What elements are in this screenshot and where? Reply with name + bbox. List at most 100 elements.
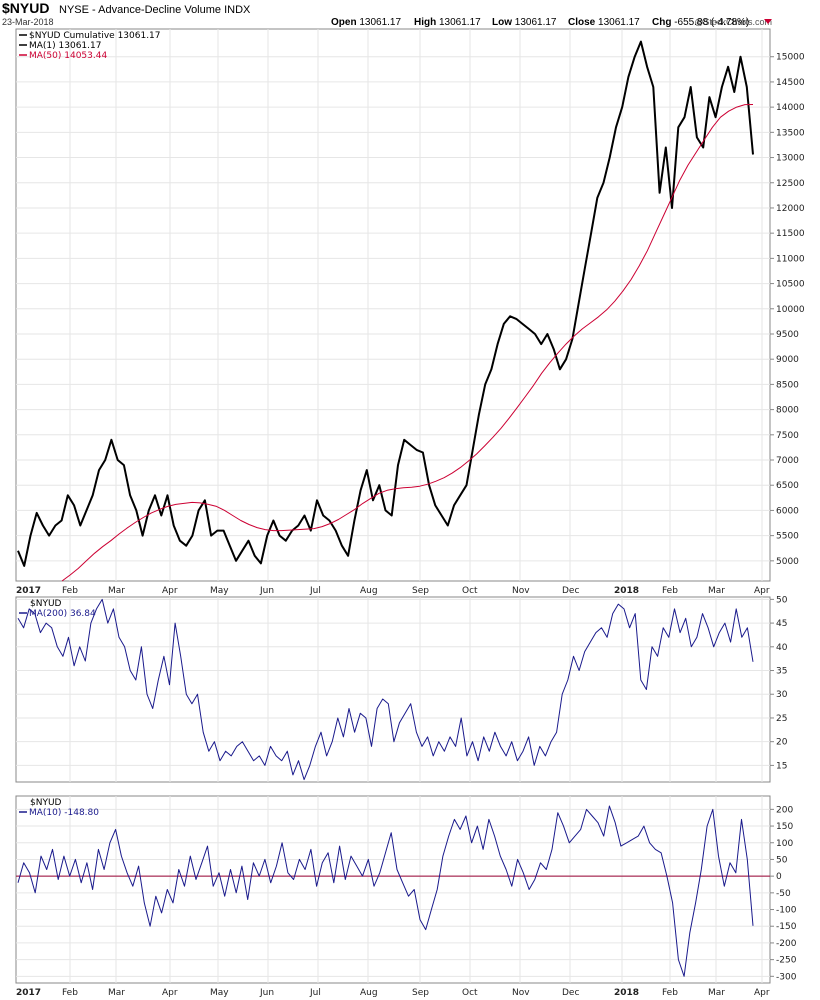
main-ytick-label: 15000 [776, 53, 805, 63]
bottom-panel-frame [15, 795, 771, 984]
bottom-xtick-label: Apr [754, 988, 770, 998]
middle-ytick-label: 25 [776, 714, 787, 724]
series-ma-10- [17, 805, 754, 977]
main-xtick-label: Jun [259, 586, 274, 596]
main-ytick-label: 5000 [776, 557, 799, 567]
main-ytick-label: 11000 [776, 254, 805, 264]
ohlc-high: High 13061.17 [414, 17, 481, 28]
middle-ytick-label: 30 [776, 690, 788, 700]
symbol-description: NYSE - Advance-Decline Volume INDX [59, 4, 251, 16]
ohlc-low: Low 13061.17 [492, 17, 557, 28]
bottom-ytick-label: 50 [776, 855, 788, 865]
bottom-ytick-label: -100 [776, 906, 797, 916]
main-ytick-label: 14000 [776, 103, 805, 113]
main-ytick-label: 6500 [776, 481, 799, 491]
ohlc-bar: Open 13061.17 High 13061.17 Low 13061.17 Cl… [331, 17, 749, 28]
middle-panel-frame [15, 596, 771, 783]
bottom-xtick-label: 2018 [614, 988, 639, 998]
watermark: @StockCharts.com [694, 17, 772, 27]
series-ma-200- [17, 598, 754, 781]
chart-date: 23-Mar-2018 [2, 17, 54, 27]
tick-layer: 5000 5500 6000 6500 7000 7500 8000 8500 9000 9500… [16, 53, 805, 998]
legend-label: MA(200) 36.84 [29, 609, 96, 619]
bottom-ytick-label: 100 [776, 839, 793, 849]
main-ytick-label: 7500 [776, 431, 799, 441]
symbol-title: $NYUD [2, 0, 49, 16]
main-ytick-label: 11500 [776, 229, 805, 239]
main-xtick-label: Apr [162, 586, 178, 596]
main-xtick-label: Feb [62, 586, 78, 596]
series-layer [16, 40, 770, 977]
main-ytick-label: 12000 [776, 204, 805, 214]
main-xtick-label: Apr [754, 586, 770, 596]
main-ytick-label: 5500 [776, 532, 799, 542]
middle-ytick-label: 50 [776, 595, 788, 605]
main-ytick-label: 12500 [776, 179, 805, 189]
legend-label: MA(10) -148.80 [29, 808, 99, 818]
main-xtick-label: Dec [562, 586, 579, 596]
middle-ytick-label: 15 [776, 761, 787, 771]
main-xtick-label: 2017 [16, 586, 41, 596]
main-xtick-label: Jul [309, 586, 321, 596]
main-xtick-label: Mar [708, 586, 725, 596]
legend-label: $NYUD [30, 798, 62, 808]
main-ytick-label: 9000 [776, 355, 799, 365]
bottom-ytick-label: -200 [776, 939, 797, 949]
middle-ytick-label: 20 [776, 738, 788, 748]
main-panel-frame [15, 28, 771, 582]
main-ytick-label: 10000 [776, 305, 805, 315]
main-xtick-label: Feb [662, 586, 678, 596]
main-ytick-label: 10500 [776, 280, 805, 290]
main-xtick-label: 2018 [614, 586, 639, 596]
bottom-ytick-label: 200 [776, 805, 793, 815]
legend-label: $NYUD Cumulative 13061.17 [29, 31, 161, 41]
main-ytick-label: 9500 [776, 330, 799, 340]
bottom-xtick-label: Apr [162, 988, 178, 998]
middle-ytick-label: 40 [776, 643, 788, 653]
main-xtick-label: Mar [108, 586, 125, 596]
dropdown-arrow-icon[interactable] [764, 19, 772, 24]
bottom-xtick-label: Mar [708, 988, 725, 998]
series-ma-50- [61, 104, 754, 582]
bottom-xtick-label: Oct [462, 988, 478, 998]
main-ytick-label: 13500 [776, 128, 805, 138]
bottom-xtick-label: Feb [62, 988, 78, 998]
series--nyud-cumulative [17, 40, 754, 567]
bottom-xtick-label: Nov [512, 988, 530, 998]
bottom-xtick-label: Aug [360, 988, 378, 998]
bottom-xtick-label: 2017 [16, 988, 41, 998]
ohlc-close: Close 13061.17 [568, 17, 640, 28]
main-xtick-label: Oct [462, 586, 478, 596]
middle-ytick-label: 35 [776, 667, 787, 677]
main-ytick-label: 14500 [776, 78, 805, 88]
bottom-xtick-label: May [210, 988, 229, 998]
legend-label: MA(1) 13061.17 [29, 41, 101, 51]
main-ytick-label: 8500 [776, 380, 799, 390]
bottom-ytick-label: -250 [776, 956, 797, 966]
main-ytick-label: 6000 [776, 506, 799, 516]
legend-label: $NYUD [30, 599, 62, 609]
main-ytick-label: 7000 [776, 456, 799, 466]
bottom-xtick-label: Feb [662, 988, 678, 998]
main-ytick-label: 8000 [776, 406, 799, 416]
legend-label: MA(50) 14053.44 [29, 51, 107, 61]
bottom-xtick-label: Jul [309, 988, 321, 998]
main-ytick-label: 13000 [776, 154, 805, 164]
bottom-ytick-label: 150 [776, 822, 793, 832]
bottom-ytick-label: -150 [776, 922, 797, 932]
ohlc-open: Open 13061.17 [331, 17, 401, 28]
bottom-ytick-label: 0 [776, 872, 782, 882]
middle-ytick-label: 45 [776, 619, 787, 629]
bottom-ytick-label: -50 [776, 889, 791, 899]
bottom-xtick-label: Jun [259, 988, 274, 998]
bottom-xtick-label: Dec [562, 988, 579, 998]
bottom-xtick-label: Mar [108, 988, 125, 998]
bottom-xtick-label: Sep [412, 988, 429, 998]
main-xtick-label: Nov [512, 586, 530, 596]
main-xtick-label: May [210, 586, 229, 596]
bottom-ytick-label: -300 [776, 972, 797, 982]
ohlc-chg: Chg -655.88 (-4.78%) [652, 17, 749, 28]
main-xtick-label: Aug [360, 586, 378, 596]
main-xtick-label: Sep [412, 586, 429, 596]
